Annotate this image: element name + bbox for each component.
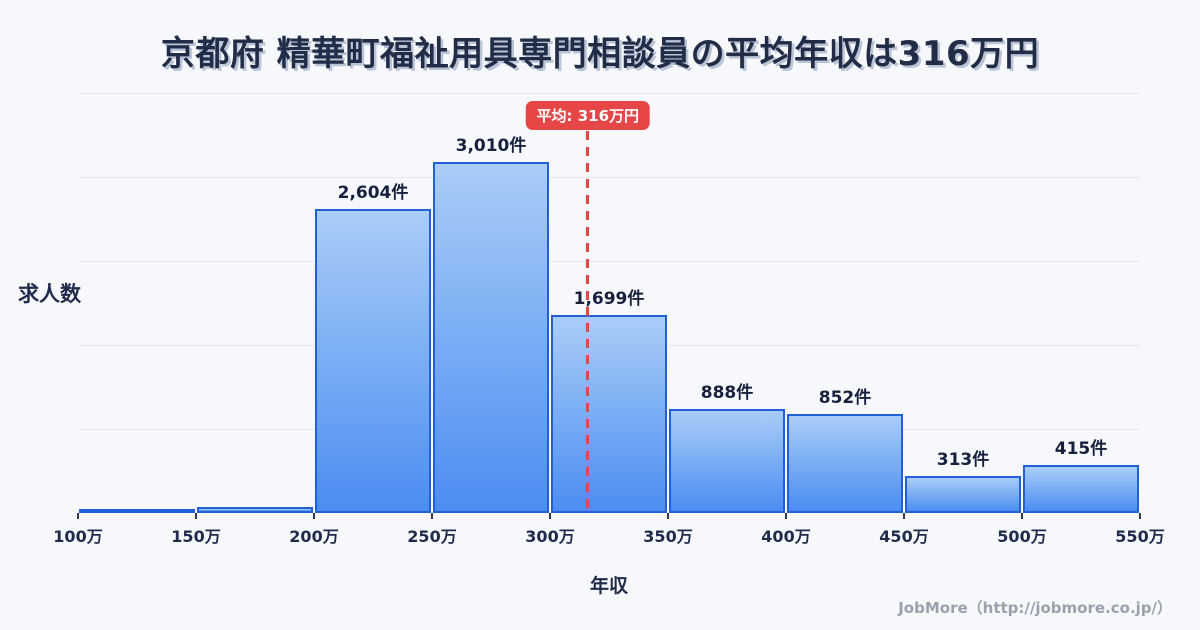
x-axis-tick [313,513,315,519]
chart-title: 京都府 精華町福祉用具専門相談員の平均年収は316万円 [160,34,1040,74]
bar-value-label: 1,699件 [573,288,645,309]
histogram-bar [79,509,195,513]
average-badge: 平均: 316万円 [525,101,651,130]
x-tick-label: 200万 [289,527,339,546]
x-tick-label: 550万 [1115,527,1165,546]
y-axis-label: 求人数 [18,282,81,306]
x-tick-label: 450万 [879,527,929,546]
x-axis-tick [1021,513,1023,519]
x-axis-tick [1139,513,1141,519]
histogram-bar [787,413,903,513]
x-axis-tick [785,513,787,519]
credit-footer: JobMore（http://jobmore.co.jp/） [898,599,1172,617]
x-axis-tick [903,513,905,519]
x-tick-label: 500万 [997,527,1047,546]
x-tick-label: 250万 [407,527,457,546]
x-axis-tick [549,513,551,519]
histogram-bar [669,409,785,513]
gridline [78,177,1140,178]
bar-value-label: 2,604件 [337,183,409,204]
x-axis-tick [667,513,669,519]
gridline [78,93,1140,94]
x-axis-label: 年収 [589,575,629,597]
histogram-bar [1023,464,1139,513]
average-line [586,131,590,513]
x-tick-label: 300万 [525,527,575,546]
plot-area: 2,604件 3,010件 1,699件 888件 852件 313件 415件 100万 15… [53,93,1165,546]
x-axis-tick [77,513,79,519]
histogram-bar [197,506,313,513]
histogram-bar [905,476,1021,513]
x-tick-label: 350万 [643,527,693,546]
x-tick-label: 100万 [53,527,103,546]
bar-value-label: 313件 [936,450,990,471]
bar-value-label: 3,010件 [455,135,527,156]
bar-value-label: 888件 [700,383,754,404]
bar-value-label: 415件 [1054,438,1108,459]
histogram-bar [315,209,431,513]
gridline [78,261,1140,262]
bar-value-label: 852件 [818,387,872,408]
x-axis-tick [431,513,433,519]
x-tick-label: 400万 [761,527,811,546]
x-axis-tick [195,513,197,519]
histogram-bar [551,314,667,513]
histogram-bar [433,161,549,513]
x-tick-label: 150万 [171,527,221,546]
